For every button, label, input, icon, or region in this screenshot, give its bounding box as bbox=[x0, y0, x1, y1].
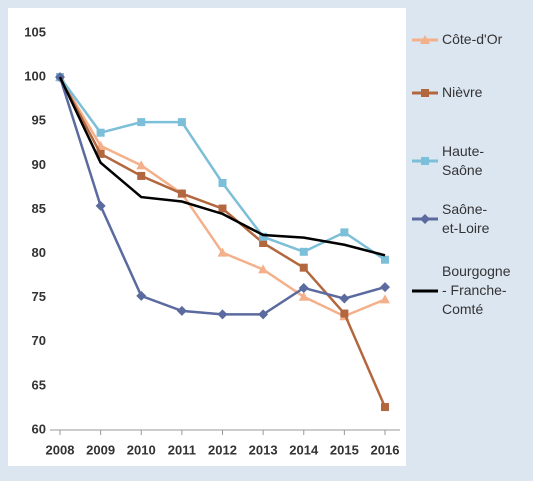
legend-item: Saône-et-Loire bbox=[412, 200, 530, 238]
marker bbox=[136, 290, 147, 301]
marker bbox=[137, 118, 146, 127]
marker bbox=[218, 178, 227, 187]
legend-swatch bbox=[412, 88, 438, 97]
y-tick-label: 105 bbox=[24, 24, 46, 39]
marker bbox=[340, 228, 349, 237]
legend-label: Bourgogne - Franche-Comté bbox=[442, 263, 511, 317]
y-tick-label: 90 bbox=[32, 157, 46, 172]
legend-swatch bbox=[412, 214, 438, 224]
x-tick-label: 2016 bbox=[371, 442, 400, 457]
x-tick-label: 2011 bbox=[168, 442, 196, 457]
legend-label: Nièvre bbox=[442, 84, 483, 100]
marker bbox=[339, 293, 350, 304]
legend-label: Côte-d'Or bbox=[442, 31, 503, 47]
legend-label: Saône-et-Loire bbox=[442, 201, 490, 236]
marker bbox=[258, 309, 269, 320]
plot-area bbox=[8, 8, 406, 466]
y-tick-label: 95 bbox=[32, 113, 46, 128]
marker bbox=[381, 403, 389, 412]
marker bbox=[218, 204, 227, 213]
marker bbox=[258, 264, 269, 274]
marker bbox=[176, 305, 187, 316]
series-line bbox=[58, 76, 386, 257]
x-tick-label: 2012 bbox=[208, 442, 237, 457]
marker bbox=[96, 149, 105, 158]
y-tick-label: 80 bbox=[32, 245, 46, 260]
marker bbox=[259, 238, 268, 247]
marker bbox=[217, 247, 228, 257]
legend-swatch bbox=[412, 157, 438, 165]
y-tick-label: 75 bbox=[32, 289, 46, 304]
x-tick-label: 2010 bbox=[127, 442, 156, 457]
marker bbox=[137, 171, 146, 180]
y-tick-label: 60 bbox=[32, 421, 46, 436]
x-tick-label: 2008 bbox=[46, 442, 75, 457]
y-tick-label: 70 bbox=[32, 333, 46, 348]
marker bbox=[381, 255, 389, 264]
marker bbox=[299, 247, 308, 256]
x-tick-label: 2013 bbox=[249, 442, 278, 457]
marker bbox=[96, 128, 105, 137]
legend-label: Haute-Saône bbox=[442, 143, 485, 178]
legend-item: Haute-Saône bbox=[412, 142, 530, 180]
marker bbox=[136, 160, 147, 170]
legend-item: Bourgogne - Franche-Comté bbox=[412, 262, 530, 319]
y-tick-label: 100 bbox=[24, 69, 46, 84]
marker bbox=[298, 282, 309, 293]
legend-item: Nièvre bbox=[412, 83, 530, 102]
y-tick-label: 85 bbox=[32, 201, 46, 216]
marker bbox=[380, 294, 390, 304]
legend-swatch bbox=[412, 34, 438, 44]
x-tick-label: 2014 bbox=[289, 442, 319, 457]
marker bbox=[177, 189, 186, 198]
marker bbox=[177, 118, 186, 127]
marker bbox=[217, 309, 228, 320]
marker bbox=[298, 291, 309, 301]
legend-swatch bbox=[412, 289, 438, 292]
y-tick-label: 65 bbox=[32, 377, 46, 392]
x-tick-label: 2009 bbox=[86, 442, 115, 457]
marker bbox=[299, 263, 308, 272]
marker bbox=[340, 309, 349, 318]
marker bbox=[380, 282, 390, 293]
marker bbox=[95, 200, 106, 211]
x-tick-label: 2015 bbox=[330, 442, 359, 457]
marker bbox=[259, 232, 268, 241]
legend-item: Côte-d'Or bbox=[412, 30, 530, 49]
